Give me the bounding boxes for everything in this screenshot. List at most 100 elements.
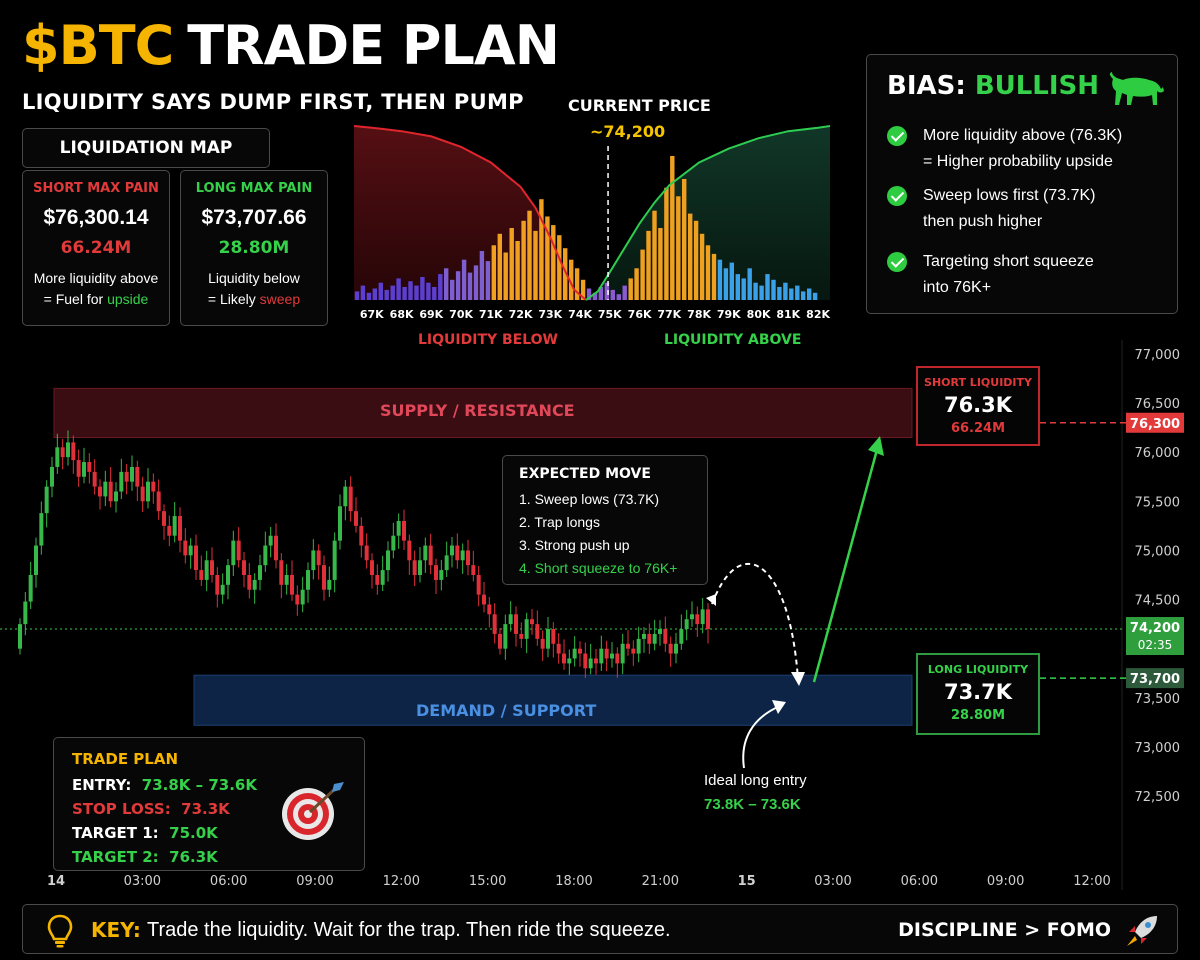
x-tick-label: 72K: [509, 308, 533, 321]
x-tick-label: 09:00: [296, 874, 333, 889]
candle-body: [231, 540, 236, 566]
entry-pointer-arrowhead: [772, 700, 786, 714]
candle-body: [386, 550, 390, 571]
liquidation-bar: [426, 282, 431, 300]
price-chart: 77,00076,50076,00075,50075,00074,50074,0…: [0, 340, 1184, 890]
candle-body: [567, 658, 572, 664]
trade-plan-title: TRADE PLAN: [72, 750, 179, 768]
candle-body: [551, 629, 556, 644]
liquidation-bar: [658, 228, 663, 300]
candle-body: [610, 653, 614, 659]
trade-plan-box: TRADE PLAN ENTRY: 73.8K – 73.6K STOP LOS…: [53, 737, 365, 871]
liquidation-bar: [670, 156, 675, 300]
liquidation-bar: [705, 245, 711, 300]
liquidation-bar: [777, 287, 782, 300]
x-tick-label: 74K: [568, 308, 592, 321]
demand-zone-label: DEMAND / SUPPORT: [416, 701, 597, 720]
liquidation-bar: [354, 291, 360, 300]
x-tick-label: 03:00: [814, 874, 851, 889]
target-2-row: TARGET 2: 76.3K: [72, 848, 218, 866]
bias-title: BIAS: BULLISH: [887, 71, 1099, 101]
candle-body: [402, 520, 406, 541]
liquidation-bar: [455, 271, 461, 300]
candle-body: [562, 653, 566, 664]
liquidation-bar: [366, 292, 372, 300]
liquidation-bar: [467, 272, 473, 300]
candle-body: [28, 575, 33, 602]
liquidation-bar: [563, 248, 568, 300]
liquidation-bar: [450, 279, 455, 300]
liquidation-bar: [598, 287, 604, 300]
sweep-path-arrow: [711, 562, 799, 681]
candle-body: [268, 535, 273, 546]
price-tag: [1126, 668, 1184, 689]
bias-item-line: into 76K+: [923, 279, 992, 296]
stop-loss-row: STOP LOSS: 73.3K: [72, 800, 230, 818]
x-tick-label: 14: [47, 874, 65, 889]
candle-body: [370, 560, 374, 575]
price-tag: [1126, 617, 1184, 656]
target-icon: [282, 782, 344, 840]
liquidation-bar: [735, 274, 740, 300]
short-max-pain-heading: SHORT MAX PAIN: [33, 181, 159, 196]
x-tick-label: 76K: [628, 308, 652, 321]
liquidation-bar: [372, 288, 377, 300]
candle-body: [492, 614, 497, 634]
candle-body: [428, 545, 433, 566]
x-tick-label: 69K: [419, 308, 443, 321]
key-text: Trade the liquidity. Wait for the trap. …: [147, 919, 671, 941]
candle-body: [626, 643, 630, 649]
target-2-value: 76.3K: [169, 848, 218, 866]
candle-body: [295, 594, 300, 605]
candle-body: [140, 486, 145, 502]
candle-body: [343, 486, 348, 507]
entry-pointer-arrow: [742, 705, 781, 769]
candle-body: [700, 609, 705, 625]
squeeze-arrowhead: [868, 436, 884, 456]
candle-body: [658, 629, 662, 634]
bias-item: Targeting short squeeze into 76K+: [887, 249, 1167, 301]
x-tick-label: 75K: [598, 308, 622, 321]
ideal-entry-label: Ideal long entry: [704, 772, 807, 789]
bias-item-line: Sweep lows first (73.7K): [923, 187, 1096, 204]
candle-body: [348, 486, 353, 512]
candle-body: [306, 570, 310, 590]
price-tag-label: 76,300: [1130, 417, 1180, 432]
candle-body: [690, 614, 694, 620]
candle-body: [439, 570, 444, 580]
short-liquidity-price: 76.3K: [943, 393, 1013, 417]
candle-body: [66, 442, 70, 458]
liquidation-bar: [693, 220, 699, 300]
candle-body: [55, 447, 60, 467]
candle-body: [530, 619, 534, 625]
liquidation-bar: [378, 282, 383, 300]
candle-body: [167, 525, 172, 536]
candle-body: [631, 648, 636, 654]
candle-body: [76, 460, 81, 477]
liquidation-bar: [699, 233, 705, 300]
candle-body: [226, 565, 230, 585]
candle-body: [375, 575, 380, 585]
candle-body: [242, 560, 246, 575]
candle-body: [508, 614, 513, 625]
candle-body: [556, 643, 561, 654]
long-max-pain-volume: 28.80M: [218, 238, 290, 258]
bias-panel: BIAS: BULLISH More liquidity above (76.3…: [866, 54, 1178, 314]
candle-body: [460, 550, 465, 561]
sweep-arrowhead-start: [706, 594, 716, 606]
x-tick-label: 06:00: [901, 874, 938, 889]
candle-body: [450, 545, 454, 556]
candle-body: [679, 629, 684, 644]
stop-loss-label: STOP LOSS:: [72, 800, 171, 818]
liquidity-above-line: [585, 125, 831, 301]
long-note-prefix: = Likely: [207, 291, 256, 307]
liquidation-bar: [682, 179, 687, 300]
candle-body: [674, 643, 678, 654]
candle-body: [423, 545, 428, 561]
candle-body: [620, 643, 625, 664]
liquidation-bar: [390, 285, 395, 300]
x-tick-label: 06:00: [210, 874, 247, 889]
liquidation-bar: [402, 287, 407, 300]
long-note-line1: Liquidity below: [208, 270, 300, 286]
candle-body: [146, 481, 150, 502]
